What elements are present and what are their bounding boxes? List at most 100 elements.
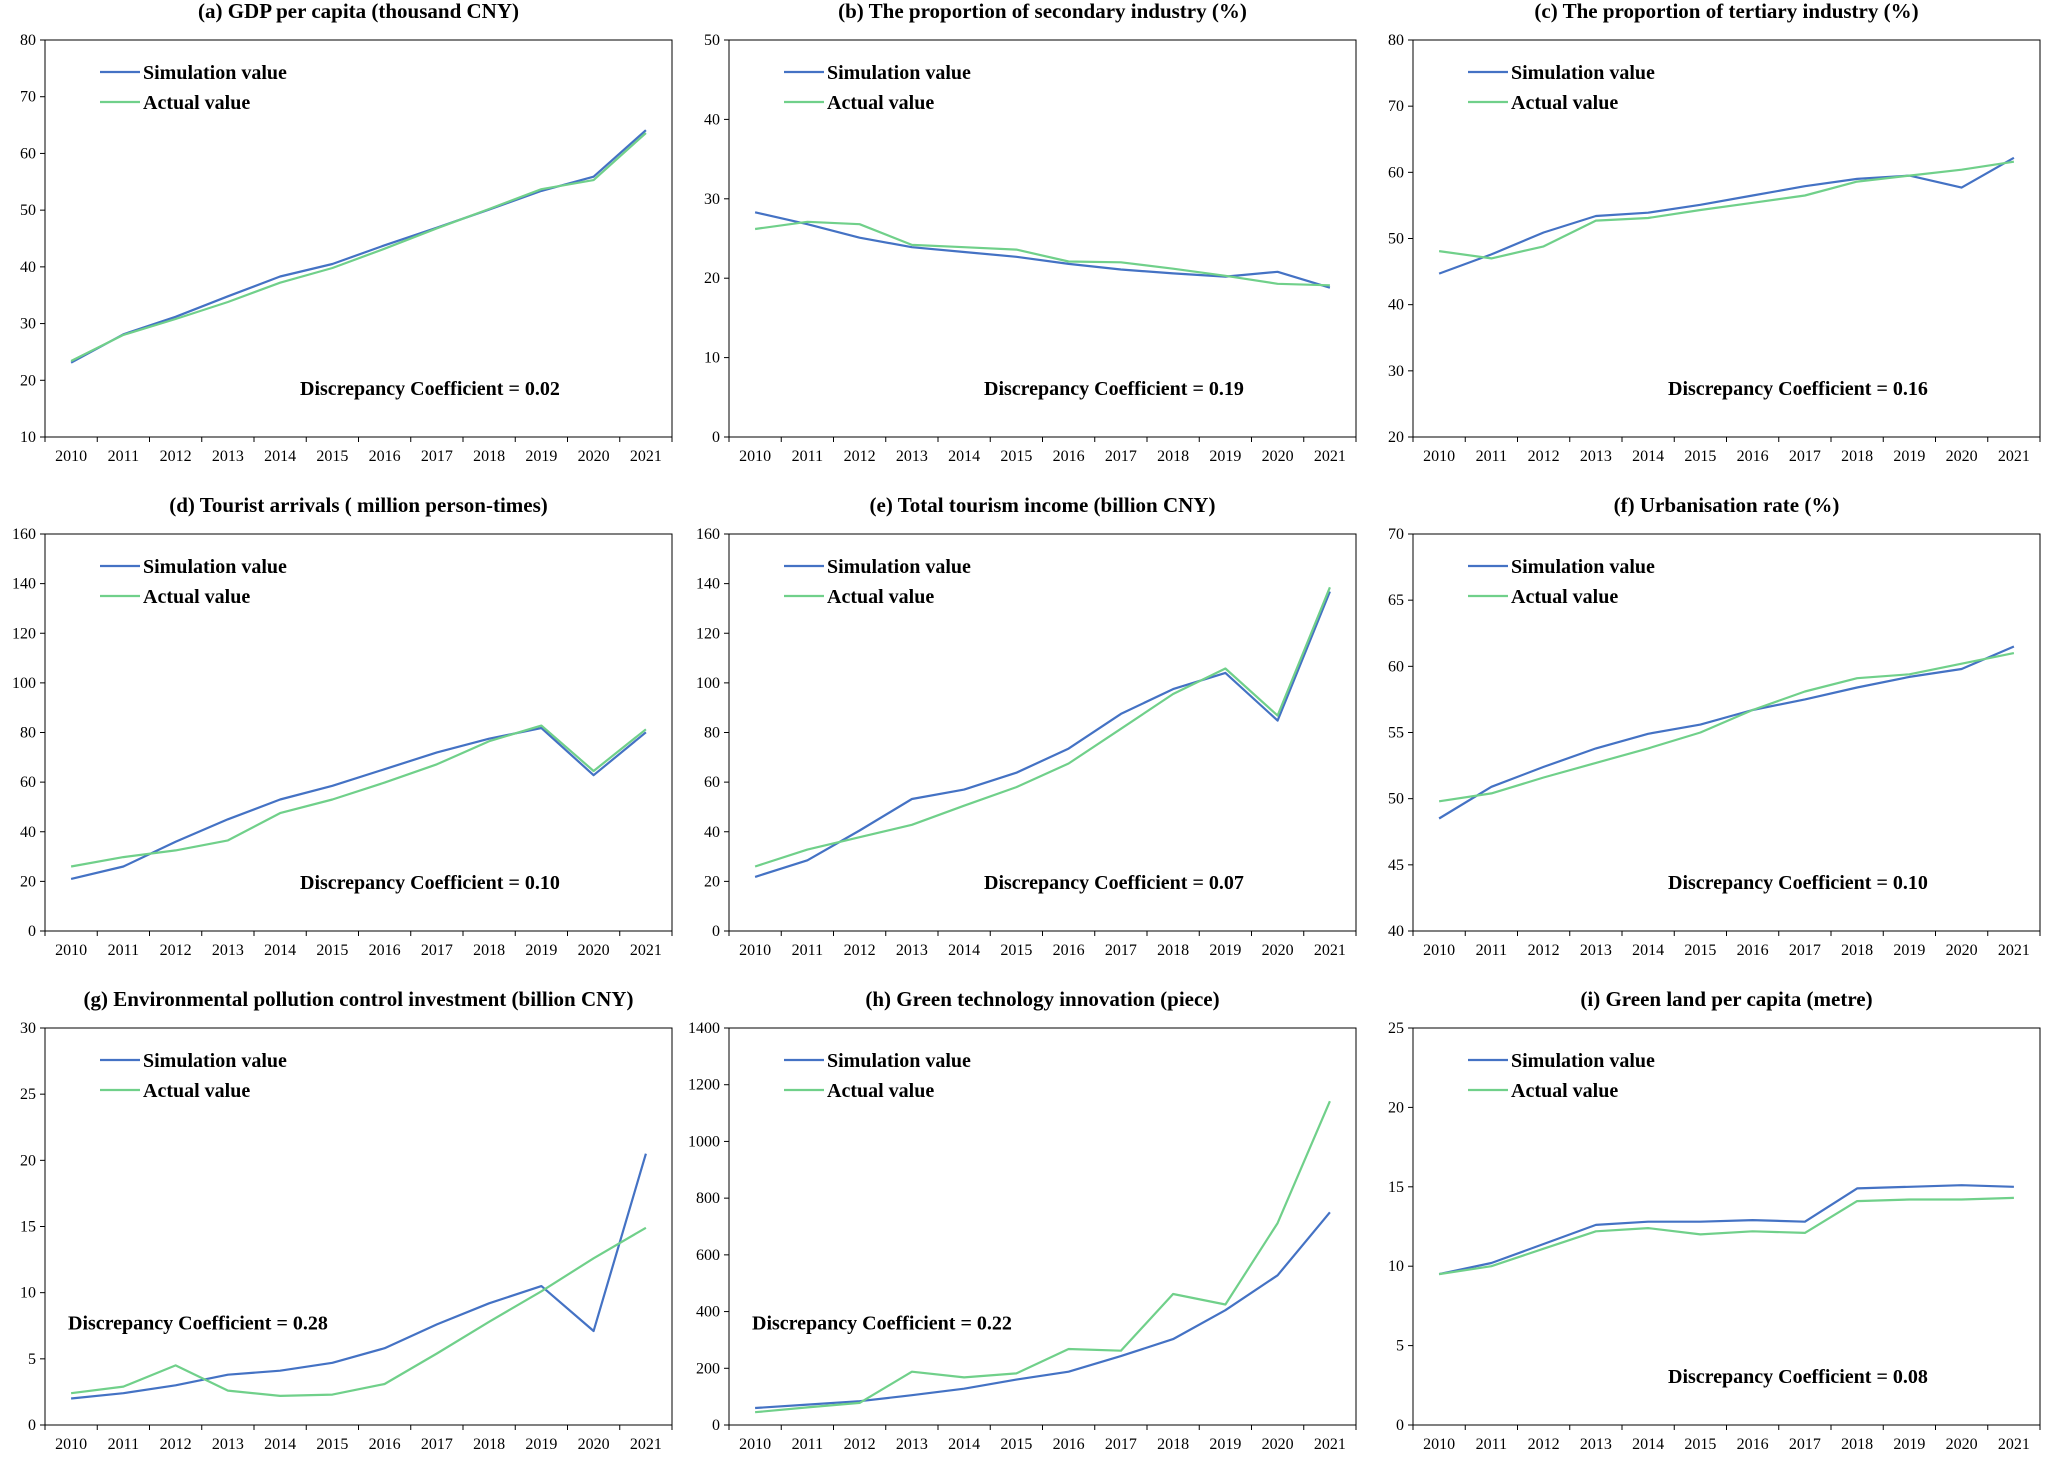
chart-svg: (c) The proportion of tertiary industry … bbox=[1368, 0, 2051, 485]
x-tick-label: 2015 bbox=[1000, 448, 1032, 465]
y-tick-label: 30 bbox=[20, 1020, 36, 1037]
x-tick-label: 2010 bbox=[739, 942, 771, 959]
y-tick-label: 25 bbox=[20, 1086, 36, 1103]
x-tick-label: 2012 bbox=[160, 942, 192, 959]
x-tick-label: 2014 bbox=[948, 942, 980, 959]
x-tick-label: 2013 bbox=[1580, 448, 1612, 465]
y-tick-label: 70 bbox=[1388, 526, 1404, 543]
legend-label: Simulation value bbox=[143, 556, 287, 578]
x-tick-label: 2014 bbox=[264, 942, 296, 959]
y-tick-label: 40 bbox=[20, 824, 36, 841]
y-tick-label: 120 bbox=[696, 625, 720, 642]
y-tick-label: 20 bbox=[20, 372, 36, 389]
x-tick-label: 2011 bbox=[1476, 1436, 1507, 1453]
x-tick-label: 2019 bbox=[1893, 1436, 1925, 1453]
series-line-actual bbox=[1439, 653, 2014, 801]
x-tick-label: 2012 bbox=[160, 1436, 192, 1453]
discrepancy-coefficient: Discrepancy Coefficient = 0.10 bbox=[300, 872, 560, 894]
x-tick-label: 2015 bbox=[1000, 942, 1032, 959]
x-tick-label: 2012 bbox=[844, 448, 876, 465]
y-tick-label: 600 bbox=[696, 1247, 720, 1264]
x-tick-label: 2016 bbox=[369, 1436, 401, 1453]
x-tick-label: 2011 bbox=[792, 942, 823, 959]
x-tick-label: 2014 bbox=[264, 1436, 296, 1453]
y-tick-label: 60 bbox=[1388, 164, 1404, 181]
x-tick-label: 2017 bbox=[421, 942, 453, 959]
series-line-simulation bbox=[71, 130, 646, 363]
x-tick-label: 2020 bbox=[1946, 448, 1978, 465]
x-tick-label: 2018 bbox=[1157, 448, 1189, 465]
legend-label: Actual value bbox=[827, 92, 934, 114]
x-tick-label: 2015 bbox=[1684, 448, 1716, 465]
x-tick-label: 2013 bbox=[896, 1436, 928, 1453]
x-tick-label: 2021 bbox=[1998, 942, 2030, 959]
legend-label: Simulation value bbox=[827, 1050, 971, 1072]
x-tick-label: 2016 bbox=[1053, 1436, 1085, 1453]
y-tick-label: 20 bbox=[20, 1152, 36, 1169]
x-tick-label: 2018 bbox=[1157, 1436, 1189, 1453]
chart-svg: (b) The proportion of secondary industry… bbox=[684, 0, 1367, 485]
y-tick-label: 1200 bbox=[688, 1077, 720, 1094]
x-tick-label: 2021 bbox=[630, 1436, 662, 1453]
x-tick-label: 2013 bbox=[896, 942, 928, 959]
y-tick-label: 0 bbox=[1396, 1417, 1404, 1434]
x-tick-label: 2011 bbox=[792, 1436, 823, 1453]
discrepancy-coefficient: Discrepancy Coefficient = 0.16 bbox=[1668, 378, 1928, 400]
x-tick-label: 2013 bbox=[212, 448, 244, 465]
x-tick-label: 2010 bbox=[1423, 448, 1455, 465]
y-tick-label: 25 bbox=[1388, 1020, 1404, 1037]
y-tick-label: 40 bbox=[704, 824, 720, 841]
discrepancy-coefficient: Discrepancy Coefficient = 0.28 bbox=[68, 1313, 328, 1335]
discrepancy-coefficient: Discrepancy Coefficient = 0.22 bbox=[752, 1313, 1012, 1335]
x-tick-label: 2019 bbox=[1209, 942, 1241, 959]
chart-svg: (d) Tourist arrivals ( million person-ti… bbox=[0, 494, 683, 979]
discrepancy-coefficient: Discrepancy Coefficient = 0.10 bbox=[1668, 872, 1928, 894]
y-tick-label: 15 bbox=[1388, 1179, 1404, 1196]
legend-label: Actual value bbox=[827, 1080, 934, 1102]
y-tick-label: 50 bbox=[20, 202, 36, 219]
plot-frame bbox=[45, 1028, 672, 1425]
y-tick-label: 5 bbox=[1396, 1338, 1404, 1355]
y-tick-label: 400 bbox=[696, 1304, 720, 1321]
x-tick-label: 2019 bbox=[1893, 448, 1925, 465]
x-tick-label: 2013 bbox=[212, 1436, 244, 1453]
x-tick-label: 2020 bbox=[1946, 942, 1978, 959]
y-tick-label: 50 bbox=[1388, 231, 1404, 248]
series-line-actual bbox=[1439, 1198, 2014, 1274]
y-tick-label: 120 bbox=[12, 625, 36, 642]
legend-label: Actual value bbox=[143, 1080, 250, 1102]
legend-label: Actual value bbox=[1511, 1080, 1618, 1102]
x-tick-label: 2020 bbox=[1262, 942, 1294, 959]
x-tick-label: 2010 bbox=[55, 448, 87, 465]
y-tick-label: 80 bbox=[20, 32, 36, 49]
x-tick-label: 2019 bbox=[525, 448, 557, 465]
legend-label: Simulation value bbox=[827, 556, 971, 578]
x-tick-label: 2014 bbox=[1632, 1436, 1664, 1453]
chart-panel-8: (h) Green technology innovation (piece)0… bbox=[684, 988, 1367, 1473]
x-tick-label: 2012 bbox=[1528, 942, 1560, 959]
y-tick-label: 10 bbox=[704, 350, 720, 367]
chart-title: (i) Green land per capita (metre) bbox=[1580, 987, 1872, 1011]
y-tick-label: 20 bbox=[1388, 429, 1404, 446]
y-tick-label: 40 bbox=[20, 259, 36, 276]
x-tick-label: 2010 bbox=[55, 942, 87, 959]
y-tick-label: 5 bbox=[28, 1351, 36, 1368]
x-tick-label: 2015 bbox=[316, 1436, 348, 1453]
x-tick-label: 2013 bbox=[896, 448, 928, 465]
x-tick-label: 2021 bbox=[1314, 1436, 1346, 1453]
x-tick-label: 2020 bbox=[578, 448, 610, 465]
y-tick-label: 55 bbox=[1388, 725, 1404, 742]
y-tick-label: 0 bbox=[712, 429, 720, 446]
x-tick-label: 2019 bbox=[525, 1436, 557, 1453]
x-tick-label: 2016 bbox=[1053, 942, 1085, 959]
y-tick-label: 40 bbox=[704, 111, 720, 128]
series-line-actual bbox=[71, 133, 646, 361]
y-tick-label: 140 bbox=[696, 576, 720, 593]
x-tick-label: 2011 bbox=[1476, 448, 1507, 465]
y-tick-label: 45 bbox=[1388, 857, 1404, 874]
legend-label: Actual value bbox=[143, 92, 250, 114]
x-tick-label: 2016 bbox=[1737, 448, 1769, 465]
x-tick-label: 2011 bbox=[792, 448, 823, 465]
